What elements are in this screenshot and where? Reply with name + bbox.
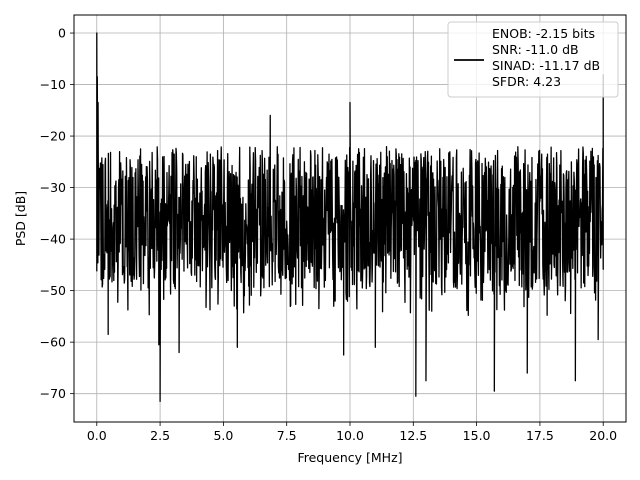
legend-text-enob: ENOB: -2.15 bits: [492, 26, 595, 41]
legend-text-sfdr: SFDR: 4.23: [492, 74, 561, 89]
y-axis: 0 −10 −20 −30 −40 −50 −60 −70: [40, 26, 74, 401]
y-tick-label: −50: [40, 283, 66, 298]
y-tick-label: −20: [40, 129, 66, 144]
y-tick-label: −30: [40, 180, 66, 195]
x-axis-label: Frequency [MHz]: [297, 450, 402, 465]
y-axis-label: PSD [dB]: [13, 191, 28, 246]
y-tick-label: −60: [40, 335, 66, 350]
x-tick-label: 15.0: [463, 428, 491, 443]
legend: ENOB: -2.15 bits SNR: -11.0 dB SINAD: -1…: [447, 21, 619, 98]
x-tick-label: 10.0: [336, 428, 364, 443]
x-tick-label: 5.0: [213, 428, 233, 443]
y-tick-label: −40: [40, 232, 66, 247]
y-tick-label: −70: [40, 386, 66, 401]
x-axis: 0.0 2.5 5.0 7.5 10.0 12.5 15.0 17.5 20.0: [87, 422, 617, 443]
x-tick-label: 2.5: [150, 428, 170, 443]
legend-text-sinad: SINAD: -11.17 dB: [492, 58, 600, 73]
series-layer: [96, 32, 604, 403]
x-tick-label: 12.5: [399, 428, 427, 443]
y-tick-label: −10: [40, 77, 66, 92]
x-tick-label: 7.5: [277, 428, 297, 443]
y-tick-label: 0: [58, 26, 66, 41]
x-tick-label: 20.0: [589, 428, 617, 443]
x-tick-label: 0.0: [87, 428, 107, 443]
legend-text-snr: SNR: -11.0 dB: [492, 42, 579, 57]
legend-box: [447, 21, 619, 98]
psd-series-line: [96, 32, 604, 403]
x-tick-label: 17.5: [526, 428, 554, 443]
